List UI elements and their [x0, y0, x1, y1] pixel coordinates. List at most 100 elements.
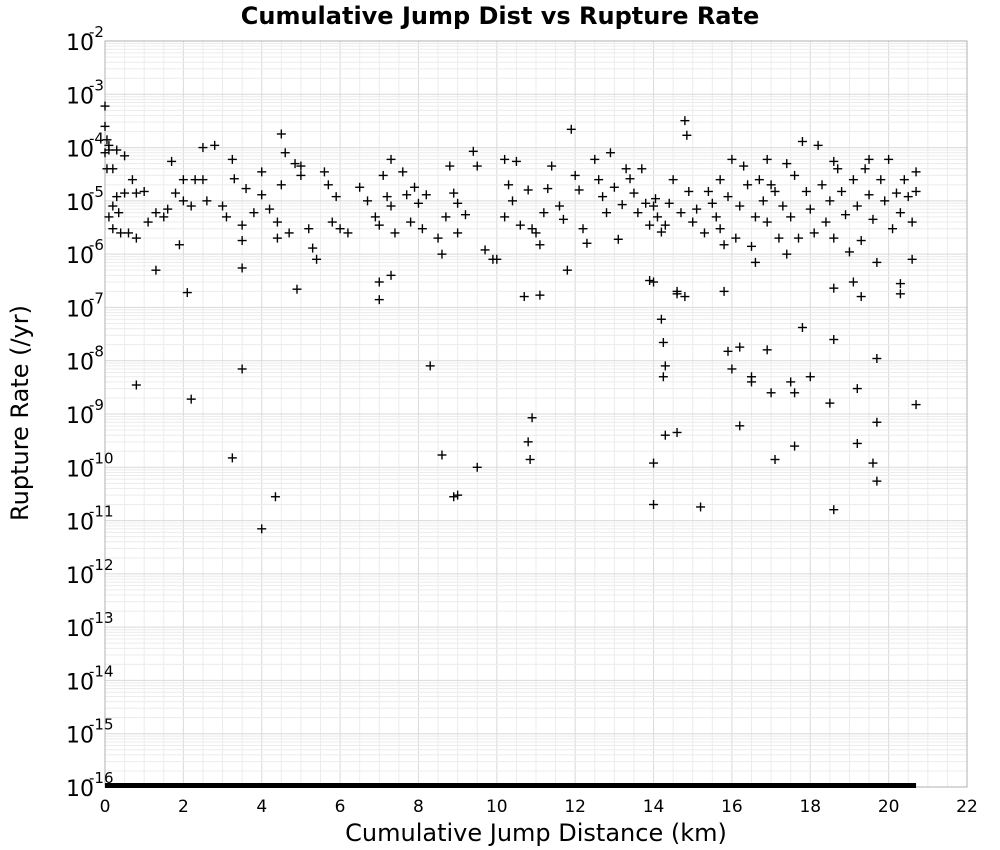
data-point [500, 154, 510, 164]
data-point [774, 233, 784, 243]
y-tick-label-base: 10 [66, 724, 94, 749]
data-point [525, 454, 535, 464]
y-tick-label-base: 10 [66, 777, 94, 802]
data-point [747, 377, 756, 387]
data-point [535, 240, 545, 250]
data-point [511, 156, 521, 166]
data-point [809, 228, 819, 238]
data-point [652, 212, 662, 222]
data-point [186, 394, 196, 404]
data-point [895, 279, 905, 289]
data-point [355, 182, 365, 192]
data-point [290, 159, 300, 169]
data-point [656, 227, 666, 237]
data-point [237, 236, 247, 246]
data-point [723, 346, 733, 356]
data-point [891, 188, 901, 198]
data-point [221, 212, 231, 222]
data-point [911, 400, 921, 410]
data-point [398, 167, 408, 177]
data-point [527, 224, 537, 234]
x-tick-label: 6 [335, 797, 346, 817]
data-point [872, 476, 882, 486]
data-point [276, 180, 286, 190]
data-point [770, 454, 780, 464]
data-point [492, 254, 502, 264]
data-point [198, 175, 208, 185]
data-point [237, 263, 247, 273]
y-tick-label-base: 10 [66, 138, 94, 163]
data-point [296, 170, 306, 180]
data-point [227, 453, 237, 463]
data-point [739, 161, 749, 171]
data-point [319, 167, 329, 177]
data-point [519, 292, 529, 302]
data-point [555, 201, 565, 211]
y-tick-label-exponent: -12 [89, 556, 114, 574]
data-point [582, 238, 592, 248]
data-point [578, 224, 588, 234]
data-point [331, 192, 341, 202]
data-point [860, 164, 870, 174]
x-tick-label: 10 [486, 797, 508, 817]
data-point [762, 154, 772, 164]
data-point [102, 135, 112, 145]
x-tick-label: 20 [878, 797, 900, 817]
data-point [821, 217, 831, 227]
data-point [178, 175, 188, 185]
data-point [531, 228, 541, 238]
data-point [790, 441, 800, 451]
data-point [504, 180, 514, 190]
data-point [112, 192, 122, 202]
data-point [844, 247, 854, 257]
data-point [617, 200, 627, 210]
y-tick-label-base: 10 [66, 617, 94, 642]
data-point [903, 192, 913, 202]
y-tick-label-exponent: -16 [89, 769, 114, 787]
data-point [797, 323, 807, 333]
y-tick-label-exponent: -13 [89, 609, 114, 627]
data-point [876, 175, 886, 185]
data-point [413, 198, 423, 208]
data-point [241, 184, 251, 194]
data-point [453, 228, 463, 238]
data-point [880, 196, 890, 206]
data-point [911, 167, 921, 177]
data-point [386, 154, 396, 164]
data-point [270, 492, 280, 502]
data-point [782, 249, 792, 259]
data-point [296, 161, 306, 171]
data-point [825, 398, 835, 408]
data-point [676, 208, 686, 218]
data-point [602, 208, 612, 218]
data-point [159, 212, 169, 222]
y-tick-label-exponent: -3 [89, 76, 104, 94]
y-axis-tick-labels: 10-1610-1510-1410-1310-1210-1110-1010-91… [66, 23, 114, 802]
data-point [257, 524, 267, 534]
data-point [660, 430, 670, 440]
data-point [433, 233, 443, 243]
data-point [124, 228, 134, 238]
data-point [727, 364, 737, 374]
data-point [453, 490, 463, 500]
data-point [406, 217, 416, 227]
y-tick-label-exponent: -7 [89, 289, 104, 307]
y-tick-label-exponent: -9 [89, 396, 104, 414]
data-point [468, 146, 478, 156]
data-point [660, 361, 670, 371]
data-point [684, 186, 694, 196]
data-point [621, 164, 631, 174]
y-tick-label-base: 10 [66, 84, 94, 109]
y-tick-label-base: 10 [66, 404, 94, 429]
data-point [590, 154, 600, 164]
data-point [743, 180, 753, 190]
data-point [633, 208, 643, 218]
x-tick-label: 4 [256, 797, 267, 817]
data-point [805, 204, 815, 214]
data-point [272, 217, 282, 227]
data-point [864, 154, 874, 164]
data-point [402, 190, 412, 200]
data-point [864, 190, 874, 200]
data-point [766, 180, 776, 190]
data-point [707, 198, 717, 208]
